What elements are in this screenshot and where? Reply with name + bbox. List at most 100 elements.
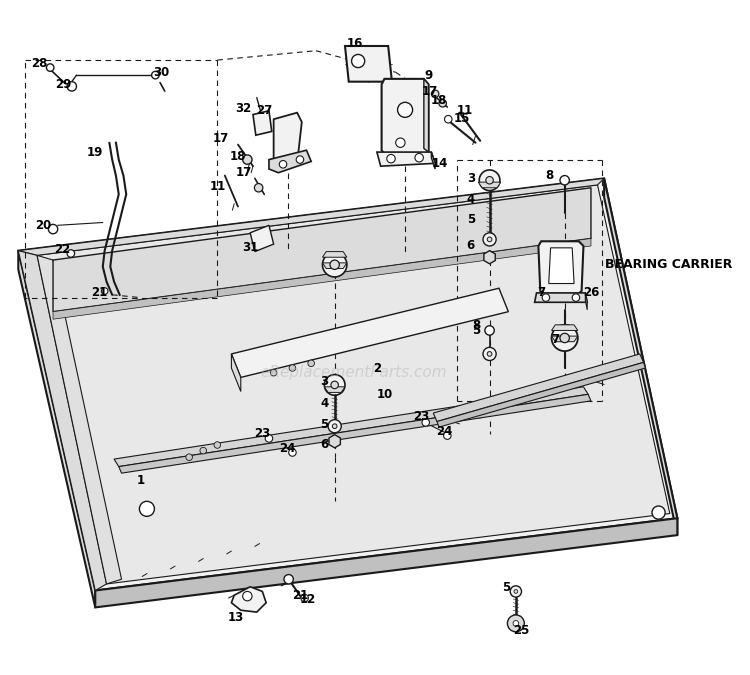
Circle shape xyxy=(415,153,424,162)
Circle shape xyxy=(296,156,304,163)
Polygon shape xyxy=(329,435,340,448)
Circle shape xyxy=(270,369,277,376)
Polygon shape xyxy=(382,79,428,157)
Circle shape xyxy=(330,260,339,269)
Text: 29: 29 xyxy=(56,78,71,91)
Polygon shape xyxy=(322,252,346,257)
Text: 30: 30 xyxy=(153,65,169,79)
Polygon shape xyxy=(437,362,646,427)
Circle shape xyxy=(560,333,569,343)
Circle shape xyxy=(140,502,154,516)
Circle shape xyxy=(152,72,159,79)
Text: 11: 11 xyxy=(209,180,226,193)
Circle shape xyxy=(328,420,341,433)
Text: 2: 2 xyxy=(373,362,381,375)
Text: 1: 1 xyxy=(136,474,145,487)
Polygon shape xyxy=(551,325,578,331)
Text: 24: 24 xyxy=(436,425,453,438)
Circle shape xyxy=(289,449,296,456)
Polygon shape xyxy=(37,185,670,584)
Circle shape xyxy=(266,435,273,442)
Circle shape xyxy=(488,237,492,242)
Polygon shape xyxy=(484,250,495,264)
Circle shape xyxy=(200,448,206,454)
Polygon shape xyxy=(424,79,428,152)
Text: 17: 17 xyxy=(422,84,437,98)
Polygon shape xyxy=(478,182,501,188)
Polygon shape xyxy=(269,151,311,173)
Circle shape xyxy=(332,424,337,429)
Text: 3: 3 xyxy=(466,172,475,185)
Circle shape xyxy=(396,138,405,147)
Circle shape xyxy=(551,325,578,351)
Polygon shape xyxy=(18,178,677,591)
Circle shape xyxy=(352,55,364,68)
Text: 10: 10 xyxy=(376,388,392,401)
Circle shape xyxy=(308,360,314,367)
Text: BEARING CARRIER: BEARING CARRIER xyxy=(605,259,733,271)
Text: 6: 6 xyxy=(466,240,475,252)
Circle shape xyxy=(67,82,76,91)
Polygon shape xyxy=(232,587,266,612)
Text: 13: 13 xyxy=(228,612,244,624)
Circle shape xyxy=(483,348,496,360)
Circle shape xyxy=(214,441,220,448)
Circle shape xyxy=(513,620,519,626)
Text: 31: 31 xyxy=(242,242,258,254)
Text: 5: 5 xyxy=(472,324,481,337)
Circle shape xyxy=(46,64,54,72)
Polygon shape xyxy=(253,111,272,135)
Polygon shape xyxy=(324,387,345,392)
Polygon shape xyxy=(274,113,302,167)
Text: 26: 26 xyxy=(583,286,599,300)
Text: 18: 18 xyxy=(230,151,246,163)
Polygon shape xyxy=(433,354,644,421)
Circle shape xyxy=(510,586,521,597)
Circle shape xyxy=(186,454,193,460)
Circle shape xyxy=(243,155,252,164)
Polygon shape xyxy=(232,354,241,391)
Circle shape xyxy=(560,176,569,185)
Circle shape xyxy=(445,115,452,123)
Circle shape xyxy=(652,506,665,519)
Circle shape xyxy=(422,418,430,426)
Polygon shape xyxy=(251,225,274,252)
Polygon shape xyxy=(431,152,435,169)
Polygon shape xyxy=(114,387,588,466)
Text: 21: 21 xyxy=(292,589,308,601)
Text: 27: 27 xyxy=(256,104,272,117)
Polygon shape xyxy=(53,188,591,312)
Text: 5: 5 xyxy=(503,581,511,594)
Polygon shape xyxy=(604,178,677,535)
Circle shape xyxy=(284,574,293,584)
Text: 3: 3 xyxy=(320,375,328,387)
Circle shape xyxy=(443,432,451,439)
Polygon shape xyxy=(535,293,587,302)
Circle shape xyxy=(508,615,524,632)
Polygon shape xyxy=(585,293,587,310)
Text: 25: 25 xyxy=(513,624,529,637)
Polygon shape xyxy=(118,394,591,473)
Circle shape xyxy=(290,364,296,371)
Circle shape xyxy=(542,294,550,301)
Text: 8: 8 xyxy=(545,169,554,182)
Circle shape xyxy=(488,352,492,356)
Polygon shape xyxy=(345,46,392,82)
Text: 28: 28 xyxy=(31,57,47,70)
Circle shape xyxy=(322,252,346,277)
Polygon shape xyxy=(377,152,435,166)
Circle shape xyxy=(48,224,58,234)
Text: 14: 14 xyxy=(432,157,448,170)
Polygon shape xyxy=(551,336,578,342)
Text: 21: 21 xyxy=(91,286,107,300)
Text: 7: 7 xyxy=(551,333,560,346)
Text: 19: 19 xyxy=(87,146,104,159)
Text: 24: 24 xyxy=(280,442,296,455)
Polygon shape xyxy=(18,250,106,591)
Polygon shape xyxy=(538,241,584,298)
Text: 5: 5 xyxy=(466,213,475,226)
Circle shape xyxy=(398,103,412,117)
Polygon shape xyxy=(18,250,95,608)
Polygon shape xyxy=(18,178,604,255)
Text: eReplacementParts.com: eReplacementParts.com xyxy=(260,365,447,380)
